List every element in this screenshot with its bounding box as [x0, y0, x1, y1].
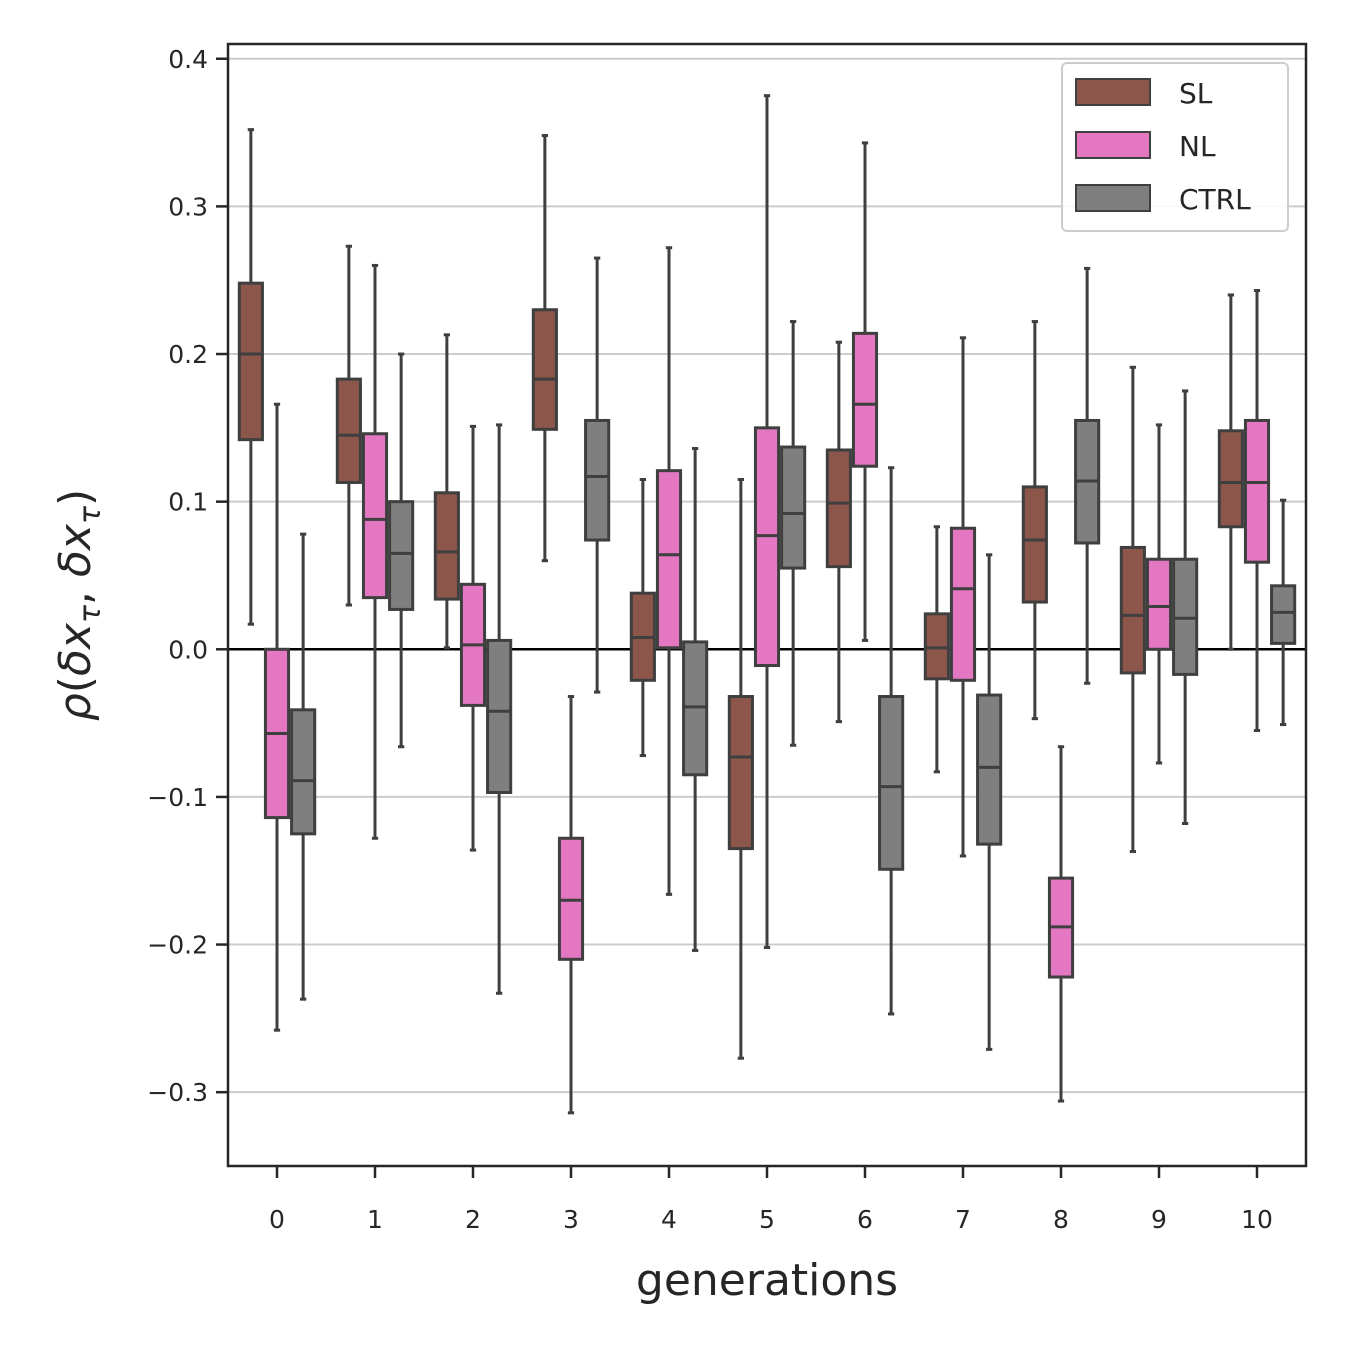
x-tick-label: 6: [857, 1205, 873, 1234]
x-tick-label: 1: [367, 1205, 383, 1234]
box-iqr: [655, 469, 683, 650]
box-iqr: [1270, 584, 1297, 645]
x-axis-title: generations: [636, 1255, 898, 1306]
box-ctrl-gen-5: [780, 320, 807, 747]
box-nl-gen-10: [1243, 289, 1271, 732]
box-sl-gen-3: [531, 134, 558, 563]
legend-label-nl: NL: [1179, 130, 1216, 163]
y-tick-label: 0.2: [168, 340, 208, 369]
box-iqr: [753, 426, 781, 668]
box-iqr: [335, 377, 362, 484]
legend-swatch-ctrl: [1075, 184, 1151, 212]
box-ctrl-gen-3: [584, 256, 611, 694]
box-iqr: [584, 418, 611, 542]
x-tick-label: 5: [759, 1205, 775, 1234]
box-iqr: [361, 432, 389, 600]
box-iqr: [531, 308, 558, 431]
box-iqr: [780, 445, 807, 570]
y-axis-title: ρ(δxτ, δxτ): [50, 489, 108, 721]
box-ctrl-gen-8: [1074, 266, 1101, 685]
box-iqr: [237, 281, 264, 442]
box-ctrl-gen-10: [1270, 498, 1297, 727]
box-nl-gen-8: [1047, 745, 1075, 1103]
x-tick-label: 8: [1053, 1205, 1069, 1234]
x-tick-label: 9: [1151, 1205, 1167, 1234]
box-iqr: [949, 526, 977, 682]
y-tick-label: 0.3: [168, 192, 208, 221]
legend-label-sl: SL: [1179, 77, 1213, 110]
legend: SL NL CTRL: [1061, 62, 1289, 232]
box-nl-gen-9: [1145, 423, 1173, 765]
box-nl-gen-0: [263, 402, 291, 1032]
y-tick-label: 0.4: [168, 45, 208, 74]
box-sl-gen-7: [923, 525, 950, 774]
legend-label-ctrl: CTRL: [1179, 183, 1251, 216]
y-tick-label: −0.3: [147, 1078, 208, 1107]
box-nl-gen-4: [655, 246, 683, 896]
box-nl-gen-1: [361, 263, 389, 840]
box-iqr: [976, 693, 1003, 846]
box-iqr: [1243, 418, 1271, 564]
x-axis: 0 1 2 3 4 5 6 7 8 9 10: [269, 1166, 1273, 1234]
box-nl-gen-7: [949, 336, 977, 858]
y-axis: −0.3 −0.2 −0.1 0.0 0.1 0.2 0.3 0.4: [147, 45, 228, 1107]
y-tick-label: 0.1: [168, 488, 208, 517]
box-nl-gen-6: [851, 141, 879, 642]
box-sl-gen-4: [629, 478, 656, 758]
box-ctrl-gen-4: [682, 447, 709, 952]
box-iqr: [388, 500, 415, 611]
box-iqr: [1217, 429, 1244, 529]
box-ctrl-gen-6: [878, 466, 905, 1016]
x-tick-label: 4: [661, 1205, 677, 1234]
box-iqr: [851, 331, 879, 468]
box-iqr: [1021, 485, 1048, 604]
legend-swatch-sl: [1075, 78, 1151, 106]
x-tick-label: 2: [465, 1205, 481, 1234]
x-tick-label: 10: [1241, 1205, 1273, 1234]
box-sl-gen-5: [727, 478, 754, 1060]
box-iqr: [486, 638, 513, 794]
box-sl-gen-8: [1021, 320, 1048, 721]
box-iqr: [878, 695, 905, 871]
box-iqr: [825, 448, 852, 569]
x-tick-label: 3: [563, 1205, 579, 1234]
x-tick-label: 0: [269, 1205, 285, 1234]
box-iqr: [727, 695, 754, 851]
y-tick-label: 0.0: [168, 635, 208, 664]
box-series: [237, 94, 1297, 1115]
box-ctrl-gen-9: [1172, 389, 1199, 825]
box-ctrl-gen-7: [976, 553, 1003, 1051]
box-sl-gen-1: [335, 244, 362, 607]
box-sl-gen-10: [1217, 293, 1244, 651]
box-iqr: [1145, 557, 1173, 651]
box-nl-gen-2: [459, 424, 487, 852]
box-nl-gen-3: [557, 695, 585, 1115]
y-tick-label: −0.2: [147, 931, 208, 960]
box-nl-gen-5: [753, 94, 781, 950]
box-sl-gen-6: [825, 340, 852, 724]
box-sl-gen-9: [1119, 365, 1146, 854]
box-ctrl-gen-0: [290, 532, 317, 1001]
x-tick-label: 7: [955, 1205, 971, 1234]
box-ctrl-gen-1: [388, 352, 415, 749]
box-iqr: [290, 708, 317, 836]
box-iqr: [1119, 545, 1146, 675]
box-iqr: [433, 491, 460, 601]
legend-swatch-nl: [1075, 131, 1151, 159]
box-sl-gen-0: [237, 128, 264, 626]
box-sl-gen-2: [433, 333, 460, 650]
y-tick-label: −0.1: [147, 783, 208, 812]
box-ctrl-gen-2: [486, 423, 513, 995]
